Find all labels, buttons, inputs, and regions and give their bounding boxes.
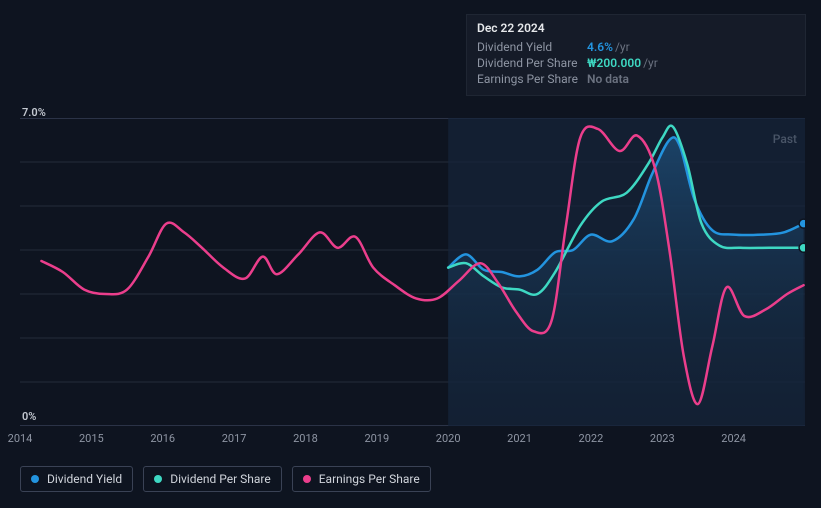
legend-label: Earnings Per Share <box>319 472 420 486</box>
tooltip-date: Dec 22 2024 <box>477 21 795 39</box>
tooltip-row-label: Dividend Per Share <box>477 56 587 70</box>
legend-item-earnings-per-share[interactable]: Earnings Per Share <box>292 466 431 492</box>
tooltip-row-value: ₩200.000 <box>587 56 641 70</box>
legend-item-dividend-per-share[interactable]: Dividend Per Share <box>143 466 282 492</box>
x-axis-label: 2022 <box>579 432 604 445</box>
x-axis-label: 2019 <box>364 432 389 445</box>
tooltip-row-value: 4.6% <box>587 40 613 54</box>
tooltip-row: Earnings Per ShareNo data <box>477 71 795 87</box>
legend-label: Dividend Yield <box>47 472 122 486</box>
chart-tooltip: Dec 22 2024 Dividend Yield4.6%/yrDividen… <box>466 14 806 96</box>
x-axis-label: 2020 <box>436 432 461 445</box>
legend-dot-icon <box>31 475 39 483</box>
x-axis-label: 2024 <box>721 432 746 445</box>
chart-legend: Dividend Yield Dividend Per Share Earnings… <box>20 466 431 492</box>
legend-dot-icon <box>303 475 311 483</box>
x-axis-label: 2023 <box>650 432 675 445</box>
legend-label: Dividend Per Share <box>170 472 271 486</box>
x-axis-label: 2018 <box>293 432 318 445</box>
tooltip-row-unit: /yr <box>615 40 630 54</box>
tooltip-row-label: Dividend Yield <box>477 40 587 54</box>
tooltip-row-unit: /yr <box>643 56 658 70</box>
tooltip-row: Dividend Per Share₩200.000/yr <box>477 55 795 71</box>
dividend-chart: Dec 22 2024 Dividend Yield4.6%/yrDividen… <box>0 0 821 508</box>
x-axis-label: 2015 <box>79 432 104 445</box>
legend-item-dividend-yield[interactable]: Dividend Yield <box>20 466 133 492</box>
x-axis-label: 2016 <box>150 432 175 445</box>
x-axis-label: 2017 <box>222 432 247 445</box>
x-axis-label: 2014 <box>8 432 33 445</box>
legend-dot-icon <box>154 475 162 483</box>
tooltip-row: Dividend Yield4.6%/yr <box>477 39 795 55</box>
tooltip-row-value: No data <box>587 72 629 86</box>
tooltip-row-label: Earnings Per Share <box>477 72 587 86</box>
chart-plot <box>20 118 805 426</box>
x-axis-label: 2021 <box>507 432 532 445</box>
